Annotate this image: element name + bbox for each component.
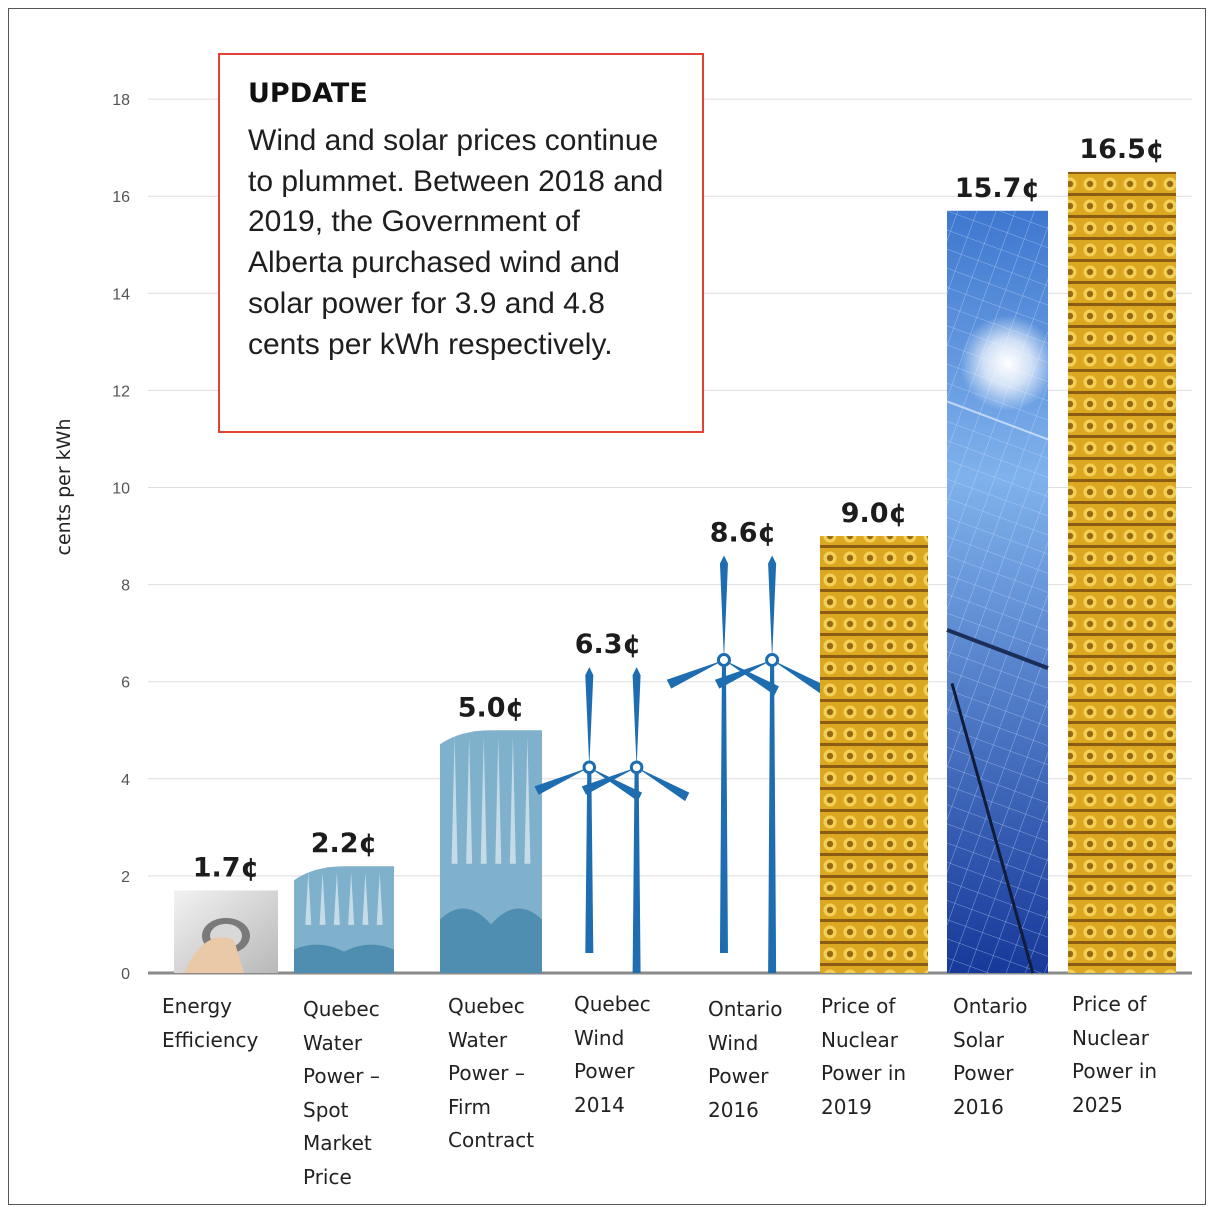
update-text: Wind and solar prices continue to plumme…	[248, 124, 664, 361]
y-tick-label: 2	[121, 869, 130, 886]
data-label: 5.0¢	[458, 692, 525, 723]
y-tick-label: 0	[121, 966, 130, 983]
data-label: 6.3¢	[575, 629, 642, 660]
y-tick-label: 16	[112, 189, 130, 206]
x-category-label: Price of Nuclear Power in 2025	[1072, 992, 1158, 1117]
y-tick-label: 6	[121, 675, 130, 692]
bar	[440, 730, 542, 973]
x-category-label: Ontario Wind Power 2016	[708, 997, 783, 1122]
bars	[174, 171, 1176, 974]
x-category-label: Quebec Water Power – Firm Contract	[448, 994, 535, 1152]
data-label: 16.5¢	[1079, 134, 1164, 165]
data-label: 15.7¢	[955, 173, 1040, 204]
bar	[820, 536, 928, 973]
update-title: UPDATE	[248, 78, 368, 109]
y-tick-label: 18	[112, 92, 130, 109]
y-tick-label: 14	[112, 286, 130, 303]
x-category-label: Price of Nuclear Power in 2019	[821, 994, 907, 1119]
y-tick-labels: 0 2 4 6 8 10 12 14 16 18	[112, 92, 130, 983]
x-category-label: Quebec Wind Power 2014	[574, 992, 651, 1117]
y-tick-label: 12	[112, 383, 130, 400]
bar	[1068, 171, 1176, 974]
y-tick-label: 4	[121, 772, 130, 789]
update-annotation: UPDATE Wind and solar prices continue to…	[218, 53, 704, 433]
bar	[294, 866, 394, 973]
data-labels: 1.7¢ 2.2¢ 5.0¢ 6.3¢ 8.6¢ 9.0¢ 15.7¢ 16.5¢	[193, 134, 1165, 884]
bar	[174, 890, 278, 973]
y-tick-label: 8	[121, 578, 130, 595]
bar	[534, 667, 690, 973]
bar	[946, 210, 1056, 974]
y-tick-label: 10	[112, 481, 130, 498]
bar	[666, 555, 828, 973]
data-label: 9.0¢	[841, 498, 908, 529]
data-label: 2.2¢	[311, 828, 378, 859]
data-label: 8.6¢	[710, 517, 777, 548]
y-axis-label: cents per kWh	[53, 419, 75, 556]
x-category-label: Energy Efficiency	[162, 994, 259, 1052]
x-category-label: Quebec Water Power – Spot Market Price	[303, 997, 380, 1189]
data-label: 1.7¢	[193, 852, 260, 883]
x-category-label: Ontario Solar Power 2016	[953, 994, 1028, 1119]
